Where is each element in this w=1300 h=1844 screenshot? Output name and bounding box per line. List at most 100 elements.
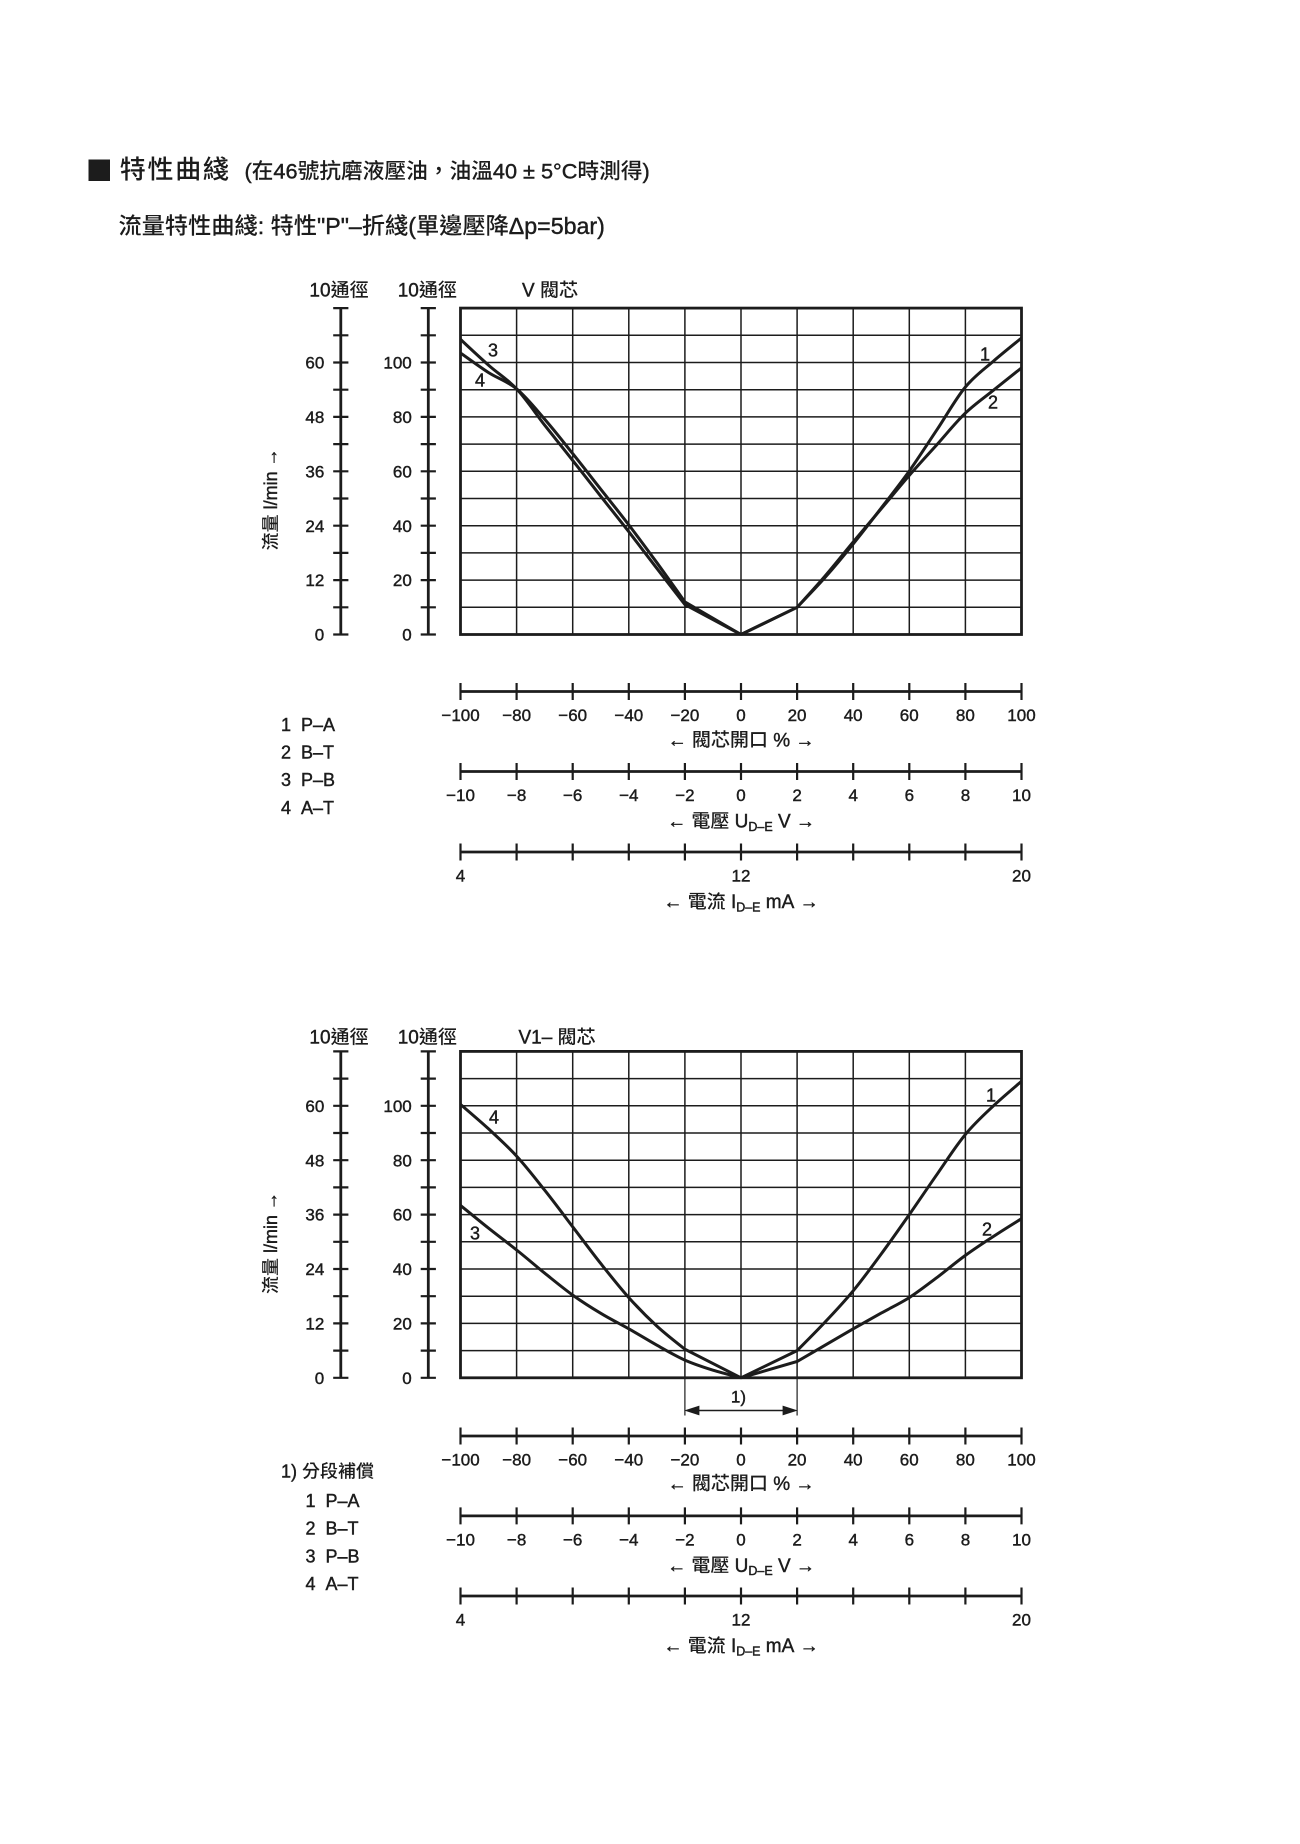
svg-text:−8: −8 xyxy=(507,1531,526,1550)
svg-text:P–A: P–A xyxy=(326,1491,360,1511)
svg-text:−60: −60 xyxy=(558,1451,587,1470)
svg-text:24: 24 xyxy=(305,1260,324,1279)
svg-text:40: 40 xyxy=(393,517,412,536)
svg-text:3: 3 xyxy=(470,1223,480,1243)
svg-text:→: → xyxy=(261,1192,281,1210)
svg-text:−10: −10 xyxy=(446,786,475,805)
svg-text:0: 0 xyxy=(736,1531,745,1550)
svg-text:B–T: B–T xyxy=(326,1519,359,1539)
svg-text:36: 36 xyxy=(305,1206,324,1225)
svg-text:→: → xyxy=(800,1636,819,1657)
svg-text:V: V xyxy=(522,281,535,302)
svg-text:→: → xyxy=(800,892,819,913)
svg-text:60: 60 xyxy=(393,462,412,481)
svg-text:P–B: P–B xyxy=(326,1546,360,1566)
svg-text:I: I xyxy=(731,892,736,913)
svg-text:%: % xyxy=(773,730,790,751)
svg-text:0: 0 xyxy=(736,1451,745,1470)
svg-text:−60: −60 xyxy=(558,706,587,725)
svg-text:60: 60 xyxy=(305,354,324,373)
svg-text:−10: −10 xyxy=(446,1531,475,1550)
svg-text:4: 4 xyxy=(849,786,858,805)
svg-text:−8: −8 xyxy=(507,786,526,805)
svg-text:0: 0 xyxy=(315,626,324,645)
svg-text:6: 6 xyxy=(905,1531,914,1550)
svg-text:2: 2 xyxy=(306,1519,316,1539)
svg-text:8: 8 xyxy=(961,786,970,805)
svg-text:1: 1 xyxy=(980,344,990,364)
svg-text:2: 2 xyxy=(281,742,291,762)
svg-text:D–E: D–E xyxy=(736,901,760,915)
svg-text:←: ← xyxy=(668,1474,687,1495)
svg-text:24: 24 xyxy=(305,517,324,536)
svg-text::: : xyxy=(258,213,264,239)
svg-text:3: 3 xyxy=(281,770,291,790)
svg-text:4: 4 xyxy=(456,867,465,886)
svg-text:100: 100 xyxy=(1007,1451,1035,1470)
svg-text:A–T: A–T xyxy=(301,798,334,818)
svg-text:P–A: P–A xyxy=(301,715,335,735)
svg-text:): ) xyxy=(643,158,650,183)
svg-text:100: 100 xyxy=(383,1097,411,1116)
svg-text:80: 80 xyxy=(956,1451,975,1470)
svg-text:60: 60 xyxy=(305,1097,324,1116)
svg-text:2: 2 xyxy=(792,1531,801,1550)
svg-text:l/min: l/min xyxy=(261,471,281,509)
svg-text:−20: −20 xyxy=(671,706,700,725)
svg-text:−6: −6 xyxy=(563,786,582,805)
svg-text:−20: −20 xyxy=(671,1451,700,1470)
svg-text:100: 100 xyxy=(383,354,411,373)
svg-text:10: 10 xyxy=(309,281,330,302)
svg-text:1): 1) xyxy=(731,1387,746,1406)
svg-text:4: 4 xyxy=(475,370,485,390)
svg-text:0: 0 xyxy=(402,626,411,645)
svg-text:2: 2 xyxy=(988,392,998,412)
svg-text:40: 40 xyxy=(844,1451,863,1470)
svg-text:4: 4 xyxy=(306,1574,316,1594)
svg-text:100: 100 xyxy=(1007,706,1035,725)
svg-text:−2: −2 xyxy=(675,786,694,805)
svg-text:0: 0 xyxy=(736,706,745,725)
svg-text:80: 80 xyxy=(393,408,412,427)
svg-text:46: 46 xyxy=(273,158,297,183)
svg-text:12: 12 xyxy=(305,1315,324,1334)
svg-text:→: → xyxy=(795,730,814,751)
svg-text:10: 10 xyxy=(1012,786,1031,805)
svg-text:−40: −40 xyxy=(614,706,643,725)
svg-text:I: I xyxy=(731,1636,736,1657)
svg-text:−6: −6 xyxy=(563,1531,582,1550)
svg-text:40: 40 xyxy=(844,706,863,725)
svg-text:48: 48 xyxy=(305,408,324,427)
svg-text:"P"–: "P"– xyxy=(317,213,362,239)
svg-text:P–B: P–B xyxy=(301,770,335,790)
svg-text:←: ← xyxy=(667,1556,686,1577)
svg-text:10: 10 xyxy=(1012,1531,1031,1550)
svg-text:→: → xyxy=(261,448,281,466)
svg-text:48: 48 xyxy=(305,1151,324,1170)
svg-text:±: ± xyxy=(523,158,535,183)
svg-text:%: % xyxy=(773,1474,790,1495)
svg-text:D–E: D–E xyxy=(736,1645,760,1659)
svg-text:D–E: D–E xyxy=(748,820,772,834)
svg-text:1: 1 xyxy=(281,715,291,735)
svg-text:40: 40 xyxy=(393,1260,412,1279)
svg-text:−100: −100 xyxy=(441,1451,479,1470)
svg-text:←: ← xyxy=(667,812,686,833)
svg-text:12: 12 xyxy=(732,867,751,886)
svg-text:U: U xyxy=(735,812,749,833)
svg-text:−80: −80 xyxy=(502,706,531,725)
svg-text:(: ( xyxy=(408,213,416,239)
svg-text:10: 10 xyxy=(309,1028,330,1049)
svg-text:80: 80 xyxy=(956,706,975,725)
svg-text:V: V xyxy=(778,812,791,833)
svg-text:10: 10 xyxy=(398,281,419,302)
svg-text:−4: −4 xyxy=(619,786,638,805)
svg-text:2: 2 xyxy=(982,1219,992,1239)
svg-text:→: → xyxy=(795,1474,814,1495)
svg-text:3: 3 xyxy=(306,1546,316,1566)
svg-text:−4: −4 xyxy=(619,1531,638,1550)
svg-text:mA: mA xyxy=(766,1636,795,1657)
svg-text:8: 8 xyxy=(961,1531,970,1550)
svg-text:D–E: D–E xyxy=(748,1564,772,1578)
svg-text:0: 0 xyxy=(736,786,745,805)
